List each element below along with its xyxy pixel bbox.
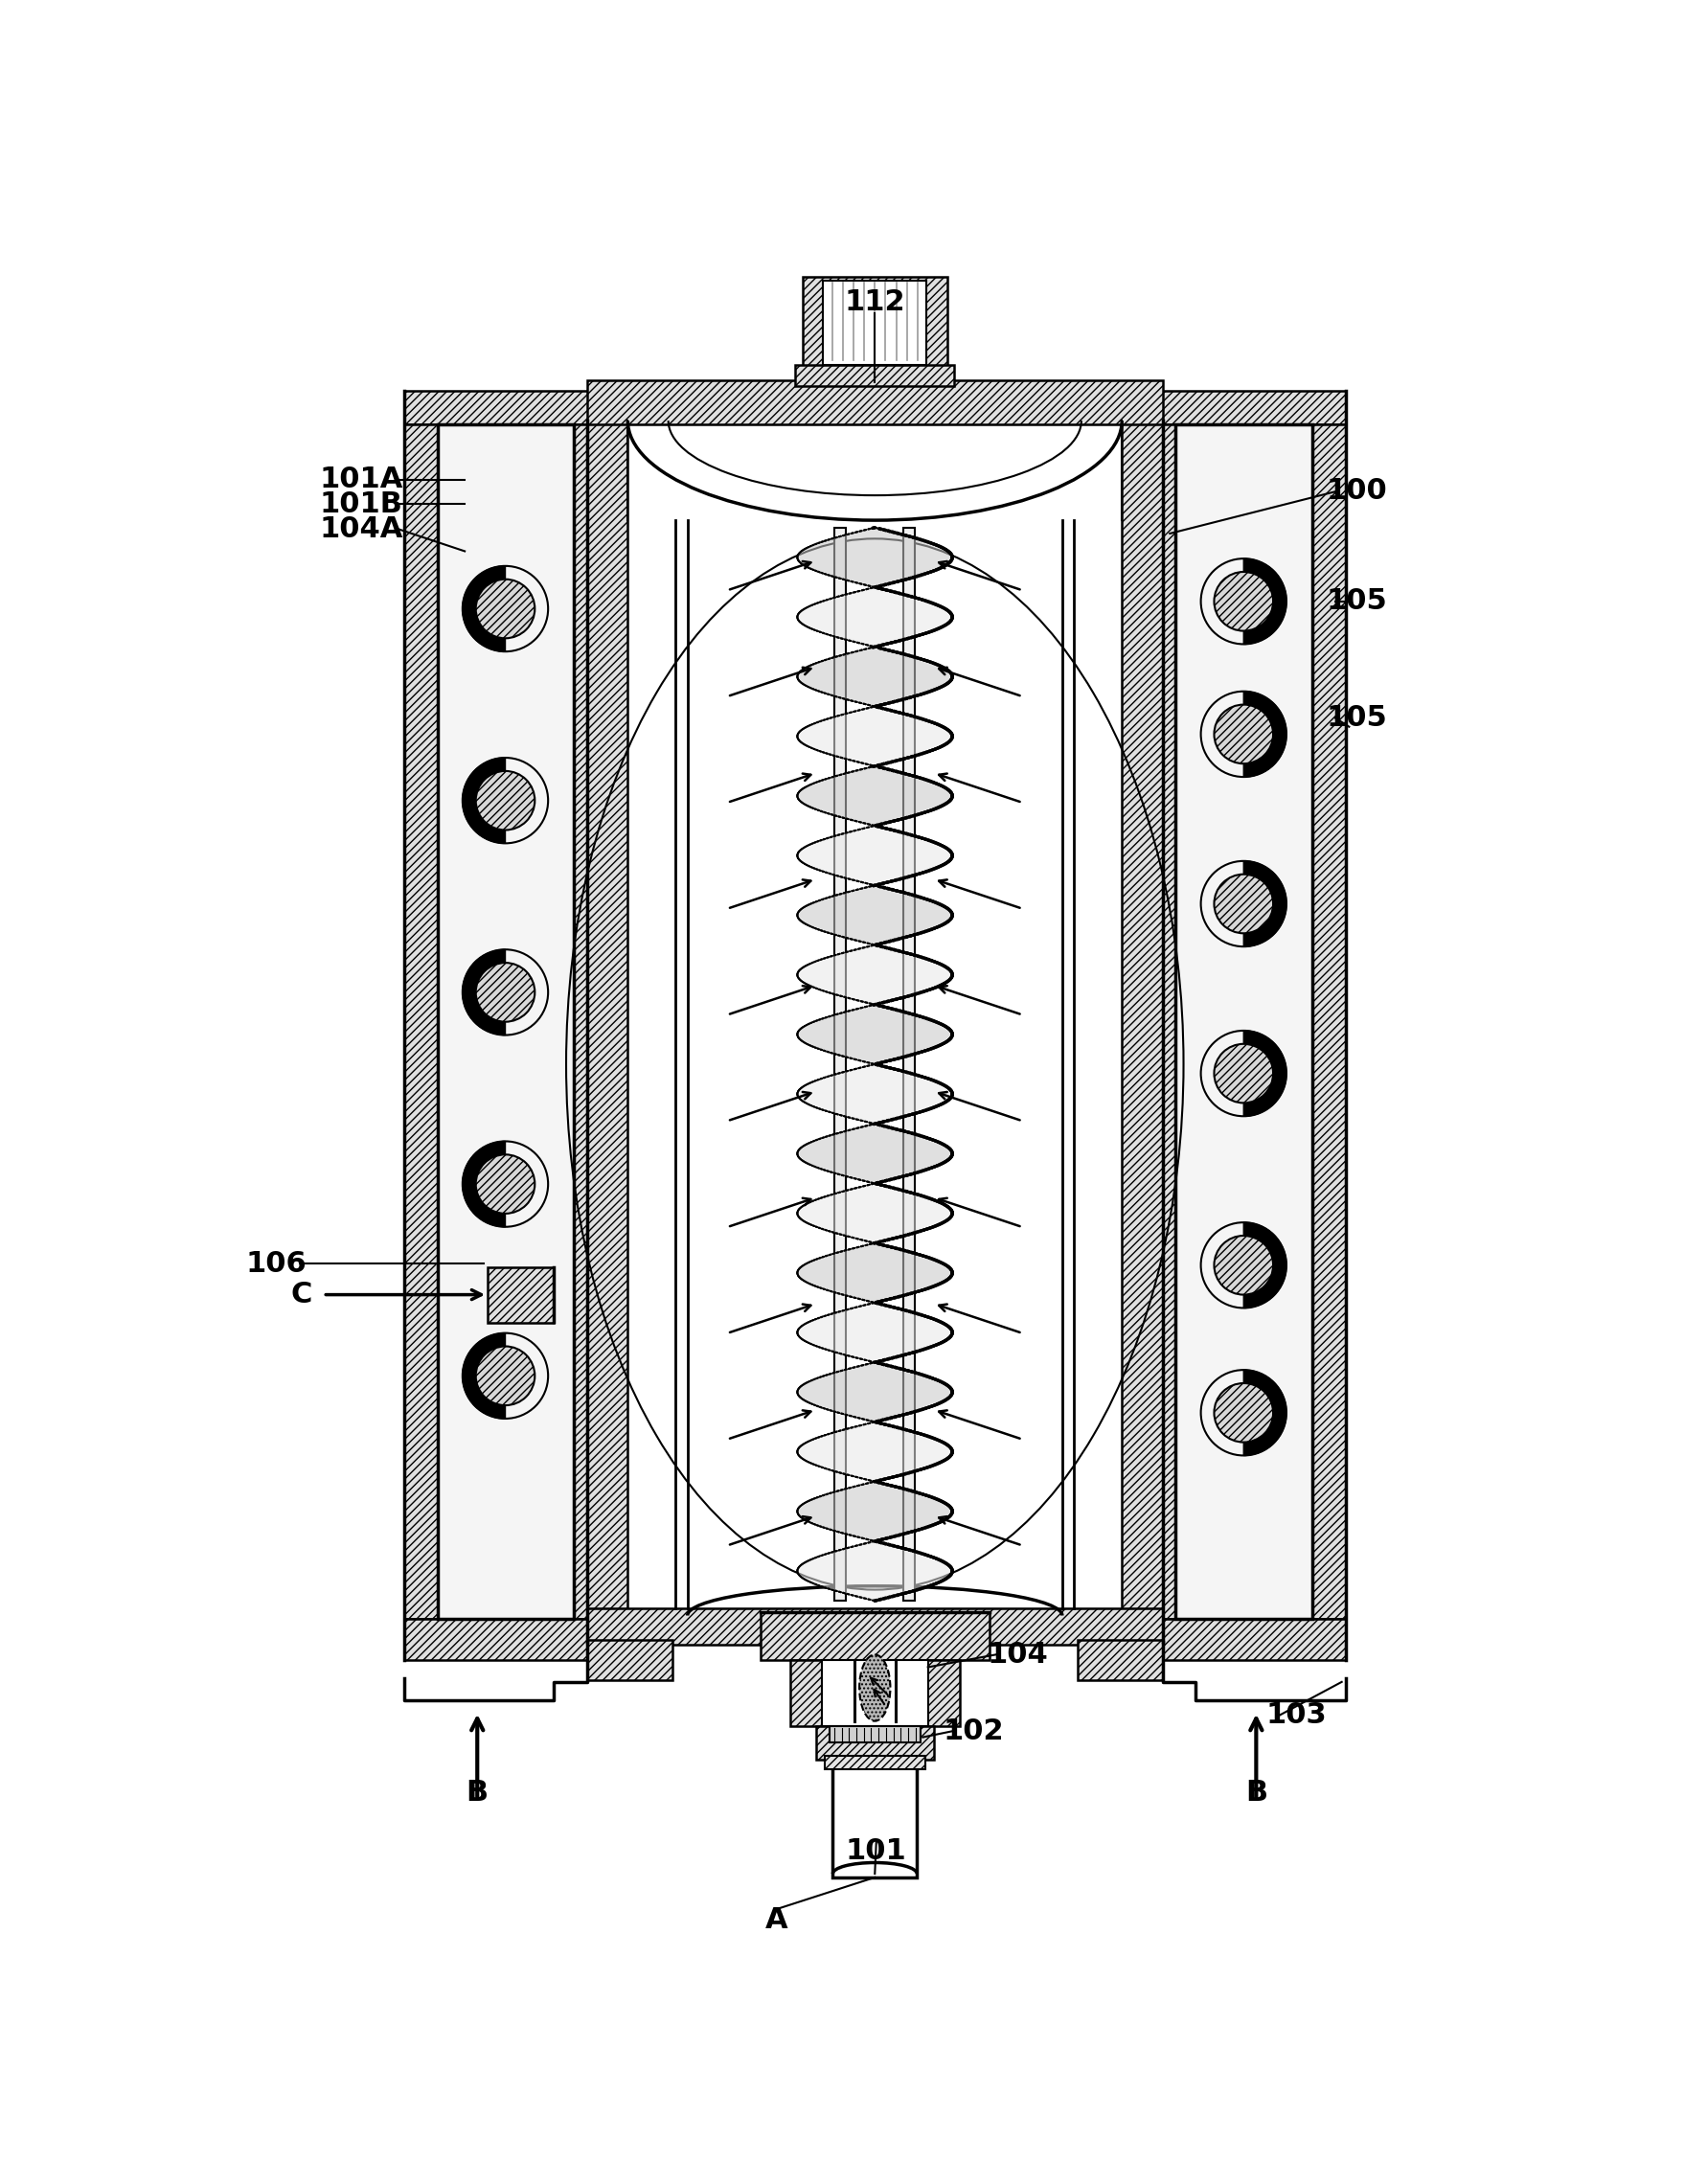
Bar <box>830 1725 920 1743</box>
Bar <box>1142 1618 1345 1660</box>
Polygon shape <box>797 1304 953 1363</box>
Text: 101B: 101B <box>319 489 403 518</box>
Bar <box>761 1612 988 1660</box>
Polygon shape <box>797 767 953 826</box>
Polygon shape <box>797 826 953 885</box>
Text: 106: 106 <box>246 1249 307 1278</box>
Polygon shape <box>797 646 953 705</box>
Bar <box>833 1760 917 1878</box>
Bar <box>824 1756 925 1769</box>
Text: B: B <box>1244 1778 1267 1806</box>
Bar <box>1313 424 1345 1618</box>
Bar <box>405 391 608 424</box>
Circle shape <box>1214 1236 1273 1295</box>
Wedge shape <box>463 1142 505 1227</box>
Wedge shape <box>463 758 505 843</box>
Text: 102: 102 <box>944 1717 1004 1745</box>
Polygon shape <box>797 1363 953 1422</box>
Text: 112: 112 <box>845 288 905 317</box>
Text: 103: 103 <box>1265 1701 1326 1730</box>
Circle shape <box>1214 705 1273 764</box>
Text: B: B <box>466 1778 488 1806</box>
Bar <box>795 365 954 387</box>
Circle shape <box>476 1345 534 1404</box>
Bar <box>821 1660 929 1725</box>
Polygon shape <box>797 1184 953 1243</box>
Bar <box>903 529 915 1601</box>
Bar <box>1077 1640 1162 1679</box>
Bar <box>790 1660 959 1725</box>
Text: C: C <box>290 1280 312 1308</box>
Bar <box>1142 391 1345 424</box>
Polygon shape <box>797 705 953 767</box>
Wedge shape <box>1244 559 1287 644</box>
Polygon shape <box>797 1064 953 1125</box>
Circle shape <box>476 579 534 638</box>
Polygon shape <box>797 1542 953 1601</box>
Bar <box>488 1267 555 1324</box>
Text: 104: 104 <box>987 1640 1048 1669</box>
Circle shape <box>476 771 534 830</box>
Text: A: A <box>765 1907 789 1935</box>
Wedge shape <box>1244 1031 1287 1116</box>
Circle shape <box>1214 572 1273 631</box>
Bar <box>587 1607 1162 1645</box>
Polygon shape <box>797 529 953 587</box>
Circle shape <box>476 963 534 1022</box>
Bar <box>437 424 574 1618</box>
Ellipse shape <box>859 1655 891 1721</box>
Bar <box>587 422 628 1642</box>
Wedge shape <box>1244 1369 1287 1455</box>
Bar <box>405 1618 608 1660</box>
Wedge shape <box>1244 1223 1287 1308</box>
Circle shape <box>476 1155 534 1214</box>
Text: 100: 100 <box>1326 476 1388 505</box>
Bar <box>823 280 927 365</box>
Wedge shape <box>463 566 505 651</box>
Circle shape <box>1214 1044 1273 1103</box>
Bar <box>816 1725 934 1760</box>
Bar <box>1121 422 1162 1642</box>
Polygon shape <box>797 1125 953 1184</box>
Polygon shape <box>797 1243 953 1304</box>
Text: 101A: 101A <box>319 465 403 494</box>
Bar <box>802 277 947 373</box>
Bar <box>1176 424 1313 1618</box>
Circle shape <box>1214 874 1273 933</box>
Polygon shape <box>797 885 953 946</box>
Polygon shape <box>797 1481 953 1542</box>
Polygon shape <box>797 1422 953 1481</box>
Text: 105: 105 <box>1326 587 1388 616</box>
Bar <box>574 424 608 1618</box>
Polygon shape <box>797 587 953 646</box>
Bar <box>1142 424 1176 1618</box>
Wedge shape <box>463 950 505 1035</box>
Polygon shape <box>797 946 953 1005</box>
Bar <box>587 1640 673 1679</box>
Text: 101: 101 <box>845 1837 906 1865</box>
Wedge shape <box>1244 860 1287 946</box>
Text: 104A: 104A <box>319 515 403 544</box>
Bar <box>587 380 1162 424</box>
Wedge shape <box>1244 692 1287 778</box>
Text: 105: 105 <box>1326 703 1388 732</box>
Wedge shape <box>463 1332 505 1420</box>
Circle shape <box>1214 1382 1273 1441</box>
Bar <box>835 529 847 1601</box>
Bar <box>405 424 437 1618</box>
Polygon shape <box>797 1005 953 1064</box>
